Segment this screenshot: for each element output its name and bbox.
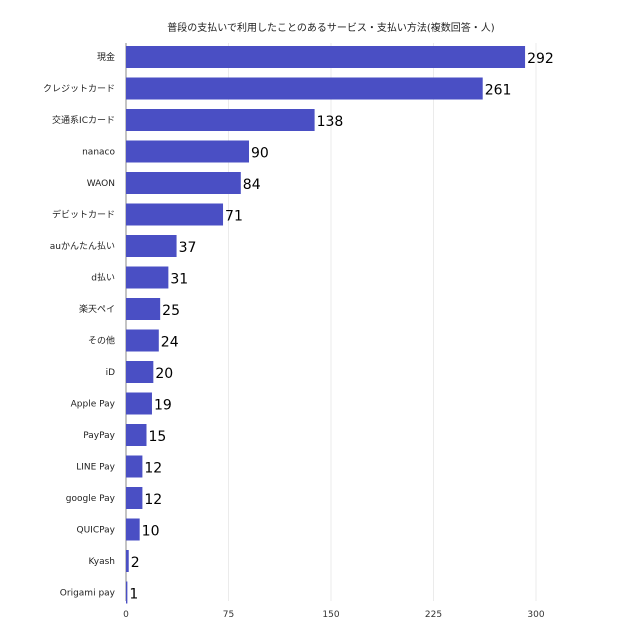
bar [126, 172, 241, 194]
data-label: 24 [161, 335, 179, 351]
category-label: 交通系ICカード [52, 114, 115, 126]
data-label: 261 [485, 83, 512, 99]
bar [126, 487, 143, 509]
category-label: その他 [88, 335, 115, 347]
category-label: Kyash [89, 557, 115, 567]
category-label: Origami pay [60, 589, 116, 599]
category-label: QUICPay [77, 526, 116, 536]
bar [126, 392, 152, 415]
data-label: 20 [155, 366, 173, 382]
data-label: 90 [251, 146, 269, 162]
bar [126, 361, 154, 383]
bars [126, 46, 526, 604]
bar [126, 77, 483, 100]
bar [126, 518, 140, 541]
bar [126, 203, 224, 226]
category-label: デビットカード [52, 209, 115, 221]
data-label: 19 [154, 398, 172, 414]
x-tick-label: 0 [123, 610, 129, 620]
bar [126, 266, 169, 289]
data-label: 12 [144, 492, 162, 508]
data-label: 25 [162, 303, 180, 319]
bar [126, 329, 159, 352]
data-label: 84 [243, 177, 261, 193]
category-label: 現金 [97, 51, 115, 63]
category-label: クレジットカード [43, 84, 115, 95]
data-label: 292 [527, 51, 554, 67]
bar [126, 581, 128, 604]
data-label: 37 [179, 240, 197, 256]
x-tick-label: 225 [425, 610, 442, 620]
category-label: auかんたん払い [50, 240, 115, 252]
bar [126, 455, 143, 478]
category-label: 楽天ペイ [79, 303, 115, 315]
data-label: 71 [225, 209, 243, 225]
data-label: 12 [144, 461, 162, 477]
category-label: Apple Pay [71, 400, 116, 410]
category-label: LINE Pay [76, 463, 115, 473]
x-tick-label: 300 [527, 610, 544, 620]
category-label: PayPay [83, 431, 115, 441]
category-label: WAON [87, 179, 115, 189]
bar [126, 235, 177, 257]
x-tick-label: 150 [322, 610, 339, 620]
data-label: 1 [129, 587, 138, 603]
bar [126, 424, 147, 446]
data-label: 31 [170, 272, 188, 288]
data-label: 2 [131, 555, 140, 571]
bar [126, 298, 161, 320]
x-tick-label: 75 [223, 610, 234, 620]
data-label: 10 [142, 524, 160, 540]
category-label: google Pay [66, 494, 116, 504]
category-label: d払い [91, 272, 115, 284]
category-label: nanaco [82, 148, 115, 158]
bar [126, 550, 129, 572]
x-axis-ticks: 0 75 150 225 300 [123, 610, 545, 620]
data-label: 138 [317, 114, 344, 130]
bar [126, 109, 315, 131]
category-label: iD [106, 368, 116, 378]
bar [126, 140, 249, 163]
chart-title: 普段の支払いで利用したことのあるサービス・支払い方法(複数回答・人) [167, 21, 495, 34]
data-label: 15 [149, 429, 167, 445]
bar [126, 46, 526, 68]
